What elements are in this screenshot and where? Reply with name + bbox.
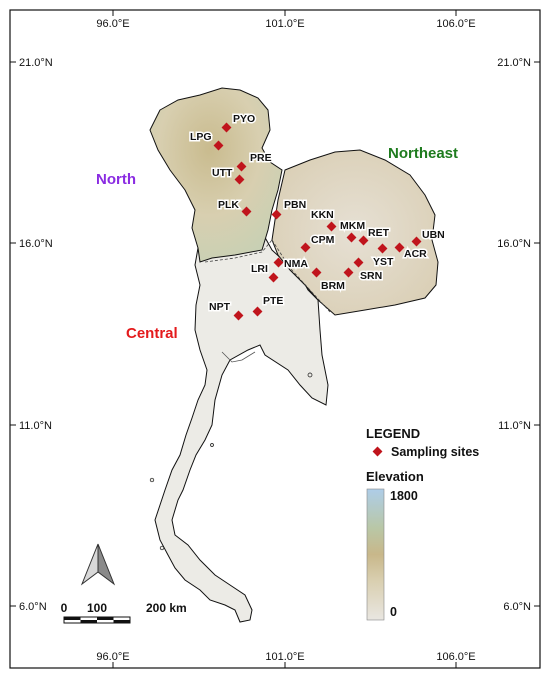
lon-label-top-2: 101.0°E xyxy=(265,18,304,30)
svg-text:BRM: BRM xyxy=(321,280,345,292)
site-lpg[interactable]: LPG xyxy=(189,130,224,151)
graticule-labels: 96.0°E 101.0°E 106.0°E 96.0°E 101.0°E 10… xyxy=(19,18,531,663)
legend-marker-label: Sampling sites xyxy=(391,445,479,459)
site-ubn[interactable]: UBN xyxy=(411,228,446,247)
svg-text:MKM: MKM xyxy=(340,220,365,232)
site-ret[interactable]: RET xyxy=(358,226,391,246)
svg-text:PRE: PRE xyxy=(250,152,272,164)
svg-text:KKN: KKN xyxy=(311,209,334,221)
lat-label-right-1: 21.0°N xyxy=(497,57,531,69)
site-cpm[interactable]: CPM xyxy=(300,233,336,253)
lon-label-bottom-3: 106.0°E xyxy=(436,651,475,663)
svg-text:YST: YST xyxy=(373,256,394,268)
site-npt[interactable]: NPT xyxy=(208,300,244,321)
site-ret-east[interactable] xyxy=(377,243,388,254)
legend-marker-icon xyxy=(372,446,383,457)
site-nma[interactable]: NMA xyxy=(273,257,310,272)
elevation-colorbar xyxy=(366,488,385,621)
lat-label-right-2: 16.0°N xyxy=(497,238,531,250)
svg-text:PBN: PBN xyxy=(284,199,306,211)
site-pre[interactable]: PRE xyxy=(236,151,273,172)
island xyxy=(159,545,165,551)
svg-text:UTT: UTT xyxy=(212,167,233,179)
svg-text:UBN: UBN xyxy=(422,229,445,241)
lat-label-left-2: 16.0°N xyxy=(19,238,53,250)
site-utt[interactable]: UTT xyxy=(211,166,245,185)
svg-text:PYO: PYO xyxy=(233,113,255,125)
lon-label-top-3: 106.0°E xyxy=(436,18,475,30)
scale-bar: 0 100 200 km xyxy=(61,601,187,624)
site-yst[interactable]: YST xyxy=(353,255,396,270)
svg-text:ACR: ACR xyxy=(404,248,427,260)
elevation-title: Elevation xyxy=(366,469,424,484)
central-region xyxy=(154,227,329,623)
lon-label-bottom-1: 96.0°E xyxy=(96,651,129,663)
svg-text:LPG: LPG xyxy=(190,131,212,143)
lon-label-bottom-2: 101.0°E xyxy=(265,651,304,663)
site-brm[interactable]: BRM xyxy=(311,267,347,294)
island xyxy=(210,443,214,447)
svg-text:SRN: SRN xyxy=(360,270,382,282)
region-label-north: North xyxy=(96,171,136,188)
site-kkn[interactable]: KKN xyxy=(310,208,337,232)
region-label-northeast: Northeast xyxy=(388,145,458,162)
island xyxy=(149,477,155,483)
site-pte[interactable]: PTE xyxy=(252,294,285,317)
elevation-min-label: 0 xyxy=(390,605,397,619)
lon-label-top-1: 96.0°E xyxy=(96,18,129,30)
sampling-sites: PYO LPG PRE UTT PLK PBN KKN MKM RET UBN … xyxy=(189,112,446,321)
svg-text:NMA: NMA xyxy=(284,258,308,270)
svg-text:RET: RET xyxy=(368,227,390,239)
region-labels: North Northeast Central xyxy=(95,144,460,344)
legend: LEGEND Sampling sites Elevation 1800 0 xyxy=(366,426,479,621)
region-label-central: Central xyxy=(126,325,178,342)
svg-text:PLK: PLK xyxy=(218,199,239,211)
svg-text:NPT: NPT xyxy=(209,301,231,313)
lat-label-left-3: 11.0°N xyxy=(19,420,52,432)
svg-text:PTE: PTE xyxy=(263,295,283,307)
lat-label-right-3: 11.0°N xyxy=(498,420,531,432)
scale-label-100: 100 xyxy=(87,601,107,615)
svg-text:LRI: LRI xyxy=(251,263,268,275)
north-region xyxy=(149,87,283,263)
scale-label-200: 200 km xyxy=(146,601,187,615)
site-acr[interactable]: ACR xyxy=(394,242,429,262)
elevation-max-label: 1800 xyxy=(390,489,418,503)
lat-label-left-1: 21.0°N xyxy=(19,57,53,69)
svg-text:CPM: CPM xyxy=(311,234,335,246)
scale-label-0: 0 xyxy=(61,601,68,615)
region-boundaries xyxy=(204,239,331,313)
lat-label-left-4: 6.0°N xyxy=(19,601,47,613)
site-lri[interactable]: LRI xyxy=(250,262,279,283)
site-pyo[interactable]: PYO xyxy=(221,112,257,133)
lat-label-right-4: 6.0°N xyxy=(503,601,531,613)
island xyxy=(307,372,313,378)
legend-title: LEGEND xyxy=(366,426,420,441)
site-plk[interactable]: PLK xyxy=(217,198,252,217)
site-mkm[interactable]: MKM xyxy=(339,219,367,243)
north-arrow-icon xyxy=(80,543,116,586)
site-srn[interactable]: SRN xyxy=(343,267,384,284)
site-pbn[interactable]: PBN xyxy=(271,198,308,220)
graticule-ticks xyxy=(10,10,540,668)
